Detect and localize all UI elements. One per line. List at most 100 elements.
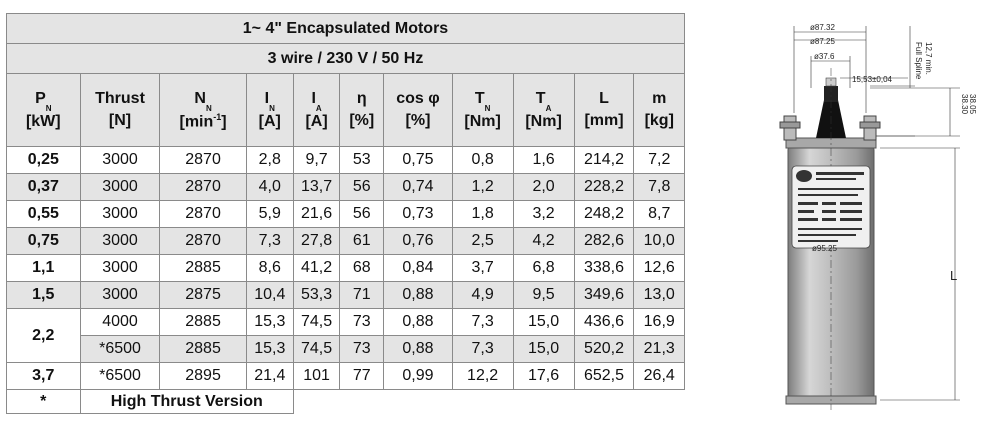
table-cell: 73 bbox=[339, 335, 385, 363]
table-cell: 0,73 bbox=[383, 200, 453, 228]
table-row: 1,1 3000 2885 8,6 41,2 68 0,84 3,7 6,8 338,6 12,6 bbox=[6, 254, 685, 282]
table-cell: 0,74 bbox=[383, 173, 453, 201]
logo-icon bbox=[796, 170, 812, 182]
table-cell: 3,7 bbox=[451, 254, 514, 282]
table-row: 1,5 3000 2875 10,4 53,3 71 0,88 4,9 9,5 349,6 13,0 bbox=[6, 281, 685, 309]
table-cell: 7,3 bbox=[451, 308, 514, 336]
table-cell: 0,76 bbox=[383, 227, 453, 255]
table-cell: 15,0 bbox=[512, 335, 575, 363]
table-cell: 27,8 bbox=[292, 227, 341, 255]
table-cell: 61 bbox=[339, 227, 385, 255]
table-cell: 68 bbox=[339, 254, 385, 282]
table-cell: 4,2 bbox=[512, 227, 575, 255]
table-cell: 3000 bbox=[79, 146, 161, 174]
table-cell: 101 bbox=[292, 362, 341, 390]
table-cell: 21,3 bbox=[633, 335, 685, 363]
table-cell: 2,5 bbox=[451, 227, 514, 255]
table-cell: 12,2 bbox=[451, 362, 514, 390]
table-cell: 26,4 bbox=[633, 362, 685, 390]
column-header: L [mm] bbox=[573, 73, 635, 147]
table-cell: 0,8 bbox=[451, 146, 514, 174]
column-header: PN [kW] bbox=[6, 73, 81, 147]
table-row: 0,37 3000 2870 4,0 13,7 56 0,74 1,2 2,0 228,2 7,8 bbox=[6, 173, 685, 201]
table-cell: 74,5 bbox=[292, 308, 341, 336]
table-cell: 4,9 bbox=[451, 281, 514, 309]
table-cell: 10,0 bbox=[633, 227, 685, 255]
power-cell: 0,25 bbox=[6, 146, 81, 174]
table-cell: *6500 bbox=[79, 362, 161, 390]
table-cell: 2870 bbox=[159, 200, 247, 228]
table-cell: 4,0 bbox=[245, 173, 294, 201]
column-header: Thrust [N] bbox=[79, 73, 161, 147]
table-cell: 436,6 bbox=[573, 308, 635, 336]
table-cell: 3000 bbox=[79, 200, 161, 228]
table-cell: 21,6 bbox=[292, 200, 341, 228]
table-cell: 349,6 bbox=[573, 281, 635, 309]
table-row: 0,25 3000 2870 2,8 9,7 53 0,75 0,8 1,6 214,2 7,2 bbox=[6, 146, 685, 174]
table-subtitle: 3 wire / 230 V / 50 Hz bbox=[6, 43, 685, 74]
footnote-row: * High Thrust Version bbox=[6, 389, 685, 414]
dim-length: L bbox=[950, 268, 957, 283]
table-cell: 4000 bbox=[79, 308, 161, 336]
table-cell: 17,6 bbox=[512, 362, 575, 390]
column-header: cos φ [%] bbox=[383, 73, 453, 147]
table-cell: 0,75 bbox=[383, 146, 453, 174]
table-cell: *6500 bbox=[79, 335, 161, 363]
table-cell: 3000 bbox=[79, 254, 161, 282]
table-cell: 0,84 bbox=[383, 254, 453, 282]
table-cell: 53,3 bbox=[292, 281, 341, 309]
table-cell: 5,9 bbox=[245, 200, 294, 228]
table-cell: 7,8 bbox=[633, 173, 685, 201]
power-cell: 0,55 bbox=[6, 200, 81, 228]
table-cell: 9,7 bbox=[292, 146, 341, 174]
table-cell: 21,4 bbox=[245, 362, 294, 390]
table-cell: 1,2 bbox=[451, 173, 514, 201]
table-cell: 2885 bbox=[159, 335, 247, 363]
power-cell: 2,2 bbox=[6, 308, 81, 363]
table-cell: 7,2 bbox=[633, 146, 685, 174]
table-cell: 77 bbox=[339, 362, 385, 390]
table-cell: 8,7 bbox=[633, 200, 685, 228]
table-cell: 228,2 bbox=[573, 173, 635, 201]
table-cell: 1,8 bbox=[451, 200, 514, 228]
table-cell: 15,0 bbox=[512, 308, 575, 336]
table-cell: 41,2 bbox=[292, 254, 341, 282]
table-cell: 9,5 bbox=[512, 281, 575, 309]
table-cell: 8,6 bbox=[245, 254, 294, 282]
table-cell: 0,88 bbox=[383, 335, 453, 363]
table-row: 2,2 4000 2885 15,3 74,5 73 0,88 7,3 15,0 436,6 16,… bbox=[6, 308, 685, 363]
table-cell: 15,3 bbox=[245, 335, 294, 363]
table-cell: 15,3 bbox=[245, 308, 294, 336]
motor-spec-table: 1~ 4" Encapsulated Motors 3 wire / 230 V… bbox=[6, 13, 685, 414]
column-header: η [%] bbox=[339, 73, 385, 147]
dim-shaft: ø37.6 bbox=[814, 52, 835, 61]
column-header: IN [A] bbox=[245, 73, 294, 147]
table-cell: 2870 bbox=[159, 173, 247, 201]
table-cell: 1,6 bbox=[512, 146, 575, 174]
table-cell: 2870 bbox=[159, 227, 247, 255]
dim-body: ø95.25 bbox=[812, 244, 837, 253]
dim-outer2: ø87.25 bbox=[810, 37, 835, 46]
table-cell: 6,8 bbox=[512, 254, 575, 282]
table-row: 0,55 3000 2870 5,9 21,6 56 0,73 1,8 3,2 248,2 8,7 bbox=[6, 200, 685, 228]
table-row: *6500 2885 15,3 74,5 73 0,88 7,3 15,0 520,2 21,3 bbox=[7, 335, 685, 363]
table-cell: 652,5 bbox=[573, 362, 635, 390]
power-cell: 1,5 bbox=[6, 281, 81, 309]
column-header: TN [Nm] bbox=[451, 73, 514, 147]
table-cell: 7,3 bbox=[451, 335, 514, 363]
nameplate-text-marks bbox=[798, 172, 864, 242]
table-cell: 2895 bbox=[159, 362, 247, 390]
power-cell: 1,1 bbox=[6, 254, 81, 282]
power-cell: 0,75 bbox=[6, 227, 81, 255]
footnote-symbol: * bbox=[6, 389, 81, 414]
table-cell: 13,7 bbox=[292, 173, 341, 201]
table-cell: 3000 bbox=[79, 173, 161, 201]
table-cell: 3,2 bbox=[512, 200, 575, 228]
dim-full-spline: Full Spline bbox=[914, 42, 923, 80]
table-cell: 520,2 bbox=[573, 335, 635, 363]
table-cell: 2,0 bbox=[512, 173, 575, 201]
nameplate bbox=[791, 165, 871, 249]
table-cell: 282,6 bbox=[573, 227, 635, 255]
table-row: 0,75 3000 2870 7,3 27,8 61 0,76 2,5 4,2 282,6 10,0 bbox=[6, 227, 685, 255]
table-cell: 0,88 bbox=[383, 281, 453, 309]
